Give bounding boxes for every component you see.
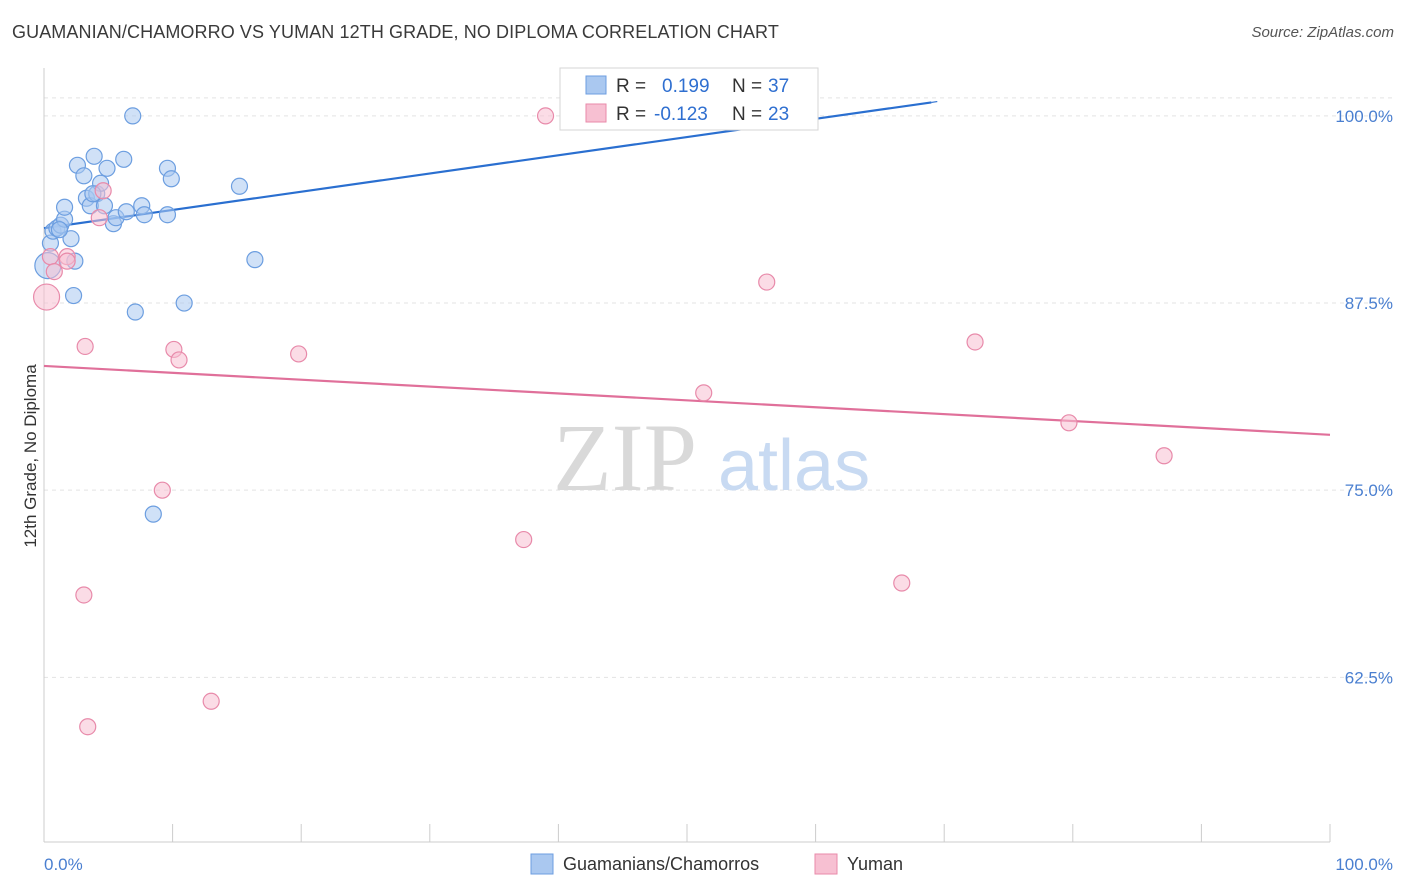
y-tick-label: 75.0% xyxy=(1345,481,1393,500)
point-guamanians xyxy=(85,147,103,165)
legend-swatch-blue xyxy=(585,75,607,95)
point-yuman xyxy=(170,351,188,369)
point-yuman xyxy=(41,248,60,266)
point-yuman xyxy=(202,692,220,710)
point-yuman xyxy=(1060,414,1078,432)
point-yuman xyxy=(45,263,63,281)
point-guamanians xyxy=(55,198,74,216)
point-guamanians xyxy=(50,221,69,239)
legend-r-label-1: R = xyxy=(616,76,646,97)
point-yuman xyxy=(515,530,533,549)
legend: R = 0.199 N = 37 R = -0.123 N = 23 xyxy=(559,67,819,131)
point-guamanians xyxy=(75,167,93,185)
point-yuman xyxy=(1155,447,1173,465)
point-yuman xyxy=(90,209,108,227)
y-axis-label: 12th Grade, No Diploma xyxy=(21,364,40,548)
point-guamanians xyxy=(158,206,177,224)
legend-swatch-pink xyxy=(585,103,607,123)
point-yuman xyxy=(79,718,97,736)
point-guamanians xyxy=(246,251,264,269)
trend-line-yuman xyxy=(43,364,1331,436)
bottom-legend-label-pink: Yuman xyxy=(847,854,903,874)
point-yuman xyxy=(94,182,112,200)
bottom-legend-label-blue: Guamanians/Chamorros xyxy=(563,854,759,874)
trend-lines xyxy=(43,100,1331,436)
point-guamanians xyxy=(162,170,180,188)
point-guamanians xyxy=(126,303,144,321)
point-yuman xyxy=(695,384,713,402)
legend-n-label-1: N = xyxy=(732,76,762,97)
point-guamanians xyxy=(144,505,162,523)
point-yuman xyxy=(758,273,776,291)
x-tick-labels: 0.0% 100.0% xyxy=(44,855,1393,874)
point-guamanians xyxy=(124,107,142,125)
legend-r-value-1: 0.199 xyxy=(662,76,710,97)
point-guamanians xyxy=(230,177,249,195)
bottom-legend-swatch-pink xyxy=(814,853,838,875)
data-points xyxy=(32,107,1173,736)
point-yuman xyxy=(75,586,93,604)
watermark: ZIP atlas xyxy=(553,404,870,511)
watermark-atlas: atlas xyxy=(718,426,870,506)
point-yuman xyxy=(290,345,308,363)
point-guamanians xyxy=(135,206,153,224)
point-yuman xyxy=(966,333,984,351)
point-guamanians xyxy=(117,203,135,221)
point-guamanians xyxy=(64,286,83,305)
axes xyxy=(43,68,1331,843)
y-tick-labels: 100.0% 87.5% 75.0% 62.5% xyxy=(1335,107,1393,687)
point-yuman xyxy=(32,283,61,311)
point-guamanians xyxy=(62,230,80,248)
point-guamanians xyxy=(115,150,133,168)
point-yuman xyxy=(153,481,171,499)
bottom-legend-swatch-blue xyxy=(530,853,554,875)
legend-n-label-2: N = xyxy=(732,104,762,125)
legend-n-value-2: 23 xyxy=(768,104,789,125)
source-note: Source: ZipAtlas.com xyxy=(1251,24,1394,41)
y-tick-label: 100.0% xyxy=(1335,107,1393,126)
point-yuman xyxy=(58,252,76,270)
legend-n-value-1: 37 xyxy=(768,76,789,97)
point-yuman xyxy=(76,337,94,356)
legend-r-value-2: -0.123 xyxy=(654,104,708,125)
x-tick-label-min: 0.0% xyxy=(44,855,83,874)
watermark-zip: ZIP xyxy=(553,404,697,511)
point-yuman xyxy=(536,107,555,125)
chart-title: GUAMANIAN/CHAMORRO VS YUMAN 12TH GRADE, … xyxy=(12,22,779,42)
bottom-legend: Guamanians/Chamorros Yuman xyxy=(530,853,903,875)
trend-line-guamanians-dashed xyxy=(931,100,940,104)
y-tick-label: 87.5% xyxy=(1345,294,1393,313)
point-guamanians xyxy=(98,159,116,177)
legend-r-label-2: R = xyxy=(616,104,646,125)
point-guamanians xyxy=(175,294,193,312)
x-tick-label-max: 100.0% xyxy=(1335,855,1393,874)
y-tick-label: 62.5% xyxy=(1345,668,1393,687)
point-yuman xyxy=(893,574,911,592)
